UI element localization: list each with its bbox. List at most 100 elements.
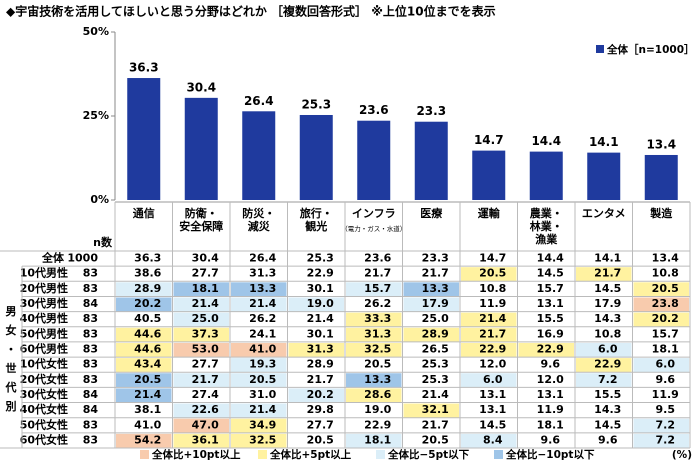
legend-label: 全体比−10pt以下 <box>505 448 595 461</box>
row-label: 30代女性 <box>20 387 68 401</box>
row-label: 10代女性 <box>20 357 68 371</box>
cell-value: 13.3 <box>249 282 276 295</box>
cell-highlight <box>116 388 172 403</box>
cell-value: 10.8 <box>652 267 679 280</box>
cell-value: 19.0 <box>364 403 391 416</box>
cell-highlight <box>403 297 459 312</box>
cell-value: 20.2 <box>652 312 679 325</box>
cell-highlight <box>518 342 574 358</box>
cell-highlight <box>633 297 689 312</box>
cell-highlight <box>461 327 517 342</box>
cell-highlight <box>173 297 229 312</box>
cell-value: 21.4 <box>134 388 161 401</box>
cell-value: 21.4 <box>422 388 449 401</box>
bar <box>414 121 448 200</box>
cell-highlight <box>288 388 344 403</box>
cell-value: 9.6 <box>541 433 561 446</box>
category-label: エンタメ <box>582 207 626 220</box>
cell-value: 6.0 <box>483 373 503 386</box>
value-label: 14.4 <box>531 134 561 148</box>
cell-highlight <box>173 327 229 342</box>
cell-value: 14.5 <box>594 418 621 431</box>
cell-value: 25.3 <box>422 358 449 371</box>
cell-value: 21.4 <box>249 403 276 416</box>
category-note: （電力・ガス・水道） <box>341 224 406 233</box>
cell-value: 20.5 <box>364 358 391 371</box>
cell-value: 12.0 <box>537 373 564 386</box>
cell-value: 34.9 <box>249 418 276 431</box>
cell-highlight <box>116 297 172 312</box>
cell-highlight <box>461 267 517 282</box>
cell-value: 36.1 <box>192 433 219 446</box>
cell-highlight <box>231 358 287 373</box>
cell-value: 30.4 <box>192 252 219 265</box>
category-label: 防衛・安全保障 <box>179 206 223 233</box>
cell-value: 19.0 <box>307 297 334 310</box>
cell-value: 38.6 <box>134 267 161 280</box>
cell-value: 22.9 <box>537 343 564 356</box>
cell-value: 25.0 <box>192 312 219 325</box>
row-n: 83 <box>83 343 98 356</box>
category-label: 農業・林業・漁業 <box>530 206 563 246</box>
y-tick-label: 0% <box>90 193 109 206</box>
cell-highlight <box>116 342 172 358</box>
cell-highlight <box>116 433 172 448</box>
cell-value: 14.3 <box>594 312 621 325</box>
cell-highlight <box>173 433 229 448</box>
cell-value: 30.1 <box>307 327 334 340</box>
cell-value: 18.1 <box>192 282 219 295</box>
row-n: 83 <box>83 373 98 386</box>
cell-value: 22.9 <box>307 267 334 280</box>
cell-value: 31.0 <box>249 388 276 401</box>
cell-value: 17.9 <box>422 297 449 310</box>
cell-highlight <box>633 312 689 327</box>
cell-value: 21.4 <box>192 297 219 310</box>
y-tick-label: 50% <box>83 25 109 38</box>
cell-value: 36.3 <box>134 252 161 265</box>
cell-value: 19.3 <box>249 358 276 371</box>
cell-value: 17.9 <box>594 297 621 310</box>
cell-highlight <box>231 373 287 388</box>
cell-value: 11.9 <box>652 388 679 401</box>
cell-highlight <box>288 342 344 358</box>
cell-highlight <box>576 342 632 358</box>
cell-value: 15.5 <box>537 312 564 325</box>
legend-label: 全体比+5pt以上 <box>269 448 352 461</box>
cell-value: 25.3 <box>307 252 334 265</box>
cell-value: 30.1 <box>307 282 334 295</box>
cell-value: 25.3 <box>422 373 449 386</box>
cell-value: 26.2 <box>364 297 391 310</box>
row-label: 60代男性 <box>20 342 68 356</box>
row-label: 50代男性 <box>20 326 68 340</box>
cell-value: 31.3 <box>307 343 334 356</box>
cell-value: 44.6 <box>134 327 161 340</box>
cell-value: 23.8 <box>652 297 679 310</box>
cell-value: 53.0 <box>192 343 219 356</box>
cell-highlight <box>288 297 344 312</box>
cell-highlight <box>346 433 402 448</box>
cell-highlight <box>576 358 632 373</box>
category-label: 旅行・観光 <box>300 206 333 233</box>
bar <box>529 151 563 200</box>
legend-swatch <box>596 45 604 53</box>
cell-value: 16.9 <box>537 327 564 340</box>
cell-value: 9.6 <box>656 373 676 386</box>
cell-value: 13.3 <box>364 373 391 386</box>
cell-value: 9.6 <box>541 358 561 371</box>
cell-value: 20.5 <box>249 373 276 386</box>
cell-value: 14.3 <box>594 403 621 416</box>
cell-value: 13.3 <box>422 282 449 295</box>
cell-value: 18.1 <box>537 418 564 431</box>
row-n: 84 <box>83 403 99 416</box>
cell-value: 20.2 <box>134 297 161 310</box>
cell-highlight <box>173 403 229 418</box>
group-label: 男女・世代別 <box>5 305 17 413</box>
cell-value: 21.7 <box>594 267 621 280</box>
cell-highlight <box>346 342 402 358</box>
cell-value: 9.5 <box>656 403 676 416</box>
cell-highlight <box>633 418 689 433</box>
cell-highlight <box>231 342 287 358</box>
cell-highlight <box>231 297 287 312</box>
cell-highlight <box>633 433 689 448</box>
